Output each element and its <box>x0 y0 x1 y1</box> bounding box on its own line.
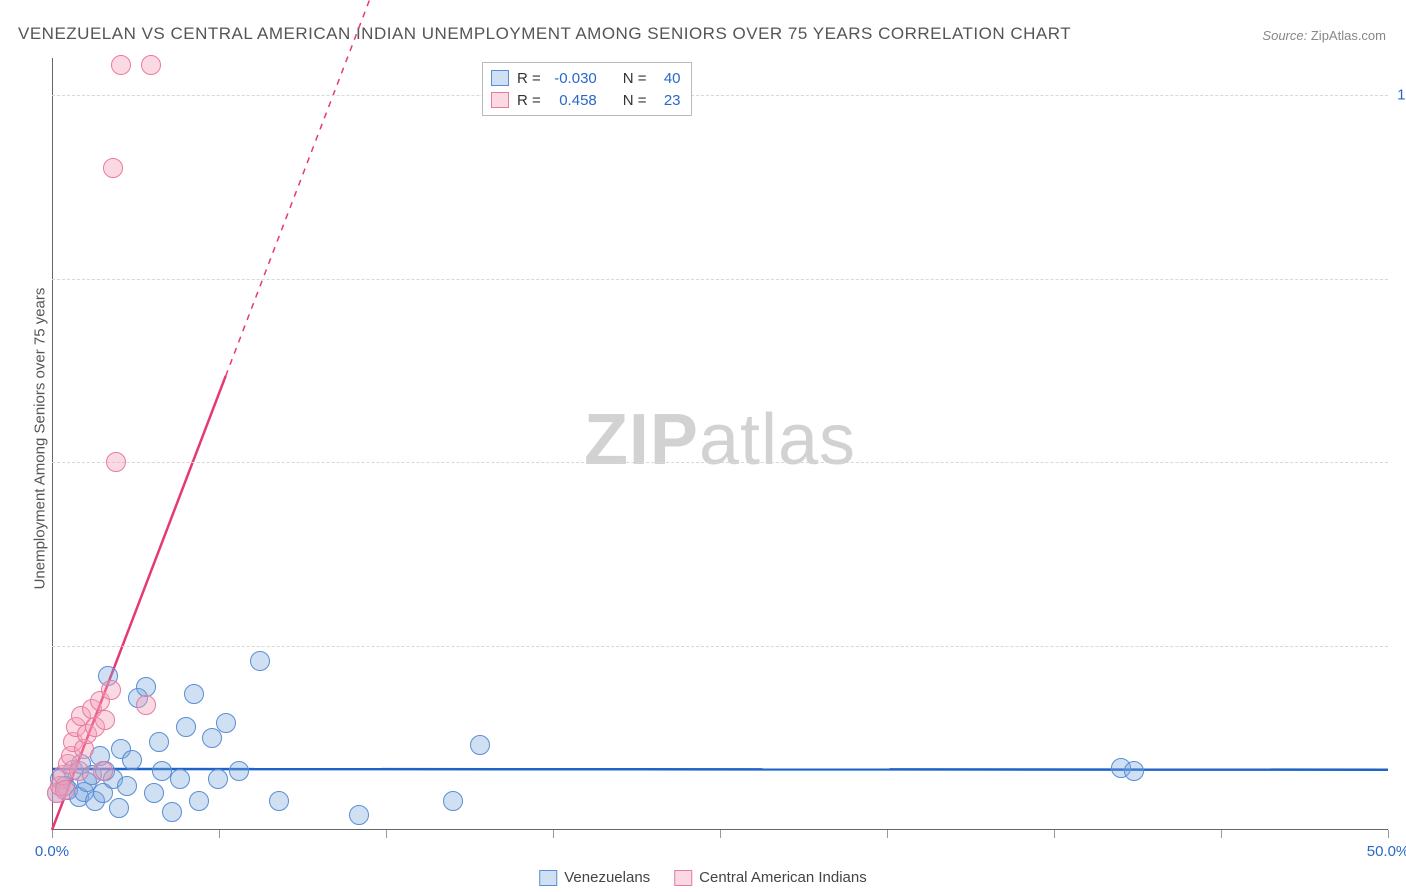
data-point <box>229 761 249 781</box>
x-minor-tick <box>1054 830 1055 838</box>
x-minor-tick <box>720 830 721 838</box>
legend-label: Central American Indians <box>699 869 867 886</box>
data-point <box>269 791 289 811</box>
data-point <box>109 798 129 818</box>
source-value: ZipAtlas.com <box>1311 28 1386 43</box>
gridline-horizontal <box>52 646 1388 647</box>
data-point <box>216 713 236 733</box>
chart-plot-area: ZIPatlas 25.0%50.0%75.0%100.0%0.0%50.0%R… <box>52 58 1388 830</box>
n-value: 23 <box>655 92 681 109</box>
legend-swatch <box>674 870 692 886</box>
n-value: 40 <box>655 70 681 87</box>
source-citation: Source: ZipAtlas.com <box>1262 28 1386 43</box>
data-point <box>149 732 169 752</box>
y-axis-line <box>52 58 53 830</box>
x-minor-tick <box>52 830 53 838</box>
gridline-horizontal <box>52 95 1388 96</box>
source-label: Source: <box>1262 28 1307 43</box>
y-tick-label: 50.0% <box>1393 454 1406 471</box>
data-point <box>55 780 75 800</box>
legend-swatch <box>539 870 557 886</box>
data-point <box>136 677 156 697</box>
legend-item: Central American Indians <box>674 869 867 886</box>
y-tick-label: 100.0% <box>1393 86 1406 103</box>
n-label: N = <box>623 92 647 109</box>
data-point <box>136 695 156 715</box>
r-value: -0.030 <box>549 70 597 87</box>
data-point <box>470 735 490 755</box>
watermark: ZIPatlas <box>584 399 856 481</box>
trend-lines-layer <box>52 58 1388 830</box>
x-minor-tick <box>1388 830 1389 838</box>
x-minor-tick <box>386 830 387 838</box>
series-legend: Venezuelans Central American Indians <box>539 869 867 886</box>
y-axis-label: Unemployment Among Seniors over 75 years <box>32 239 49 639</box>
r-label: R = <box>517 92 541 109</box>
data-point <box>69 761 89 781</box>
x-tick-label: 50.0% <box>1367 843 1406 860</box>
data-point <box>176 717 196 737</box>
x-tick-label: 0.0% <box>35 843 69 860</box>
data-point <box>443 791 463 811</box>
data-point <box>189 791 209 811</box>
data-point <box>184 684 204 704</box>
x-minor-tick <box>1221 830 1222 838</box>
data-point <box>349 805 369 825</box>
x-minor-tick <box>219 830 220 838</box>
x-minor-tick <box>887 830 888 838</box>
n-label: N = <box>623 70 647 87</box>
data-point <box>117 776 137 796</box>
chart-title: VENEZUELAN VS CENTRAL AMERICAN INDIAN UN… <box>18 24 1071 44</box>
r-label: R = <box>517 70 541 87</box>
data-point <box>122 750 142 770</box>
data-point <box>111 55 131 75</box>
data-point <box>250 651 270 671</box>
gridline-horizontal <box>52 279 1388 280</box>
data-point <box>1124 761 1144 781</box>
data-point <box>95 710 115 730</box>
data-point <box>141 55 161 75</box>
data-point <box>152 761 172 781</box>
legend-label: Venezuelans <box>564 869 650 886</box>
x-minor-tick <box>553 830 554 838</box>
y-tick-label: 25.0% <box>1393 638 1406 655</box>
data-point <box>170 769 190 789</box>
legend-swatch <box>491 70 509 86</box>
gridline-horizontal <box>52 462 1388 463</box>
correlation-legend-row: R = 0.458 N = 23 <box>491 89 681 111</box>
data-point <box>103 158 123 178</box>
data-point <box>144 783 164 803</box>
correlation-legend-row: R = -0.030 N = 40 <box>491 67 681 89</box>
watermark-bold: ZIP <box>584 400 699 480</box>
data-point <box>162 802 182 822</box>
data-point <box>208 769 228 789</box>
y-tick-label: 75.0% <box>1393 270 1406 287</box>
data-point <box>106 452 126 472</box>
legend-swatch <box>491 92 509 108</box>
legend-item: Venezuelans <box>539 869 650 886</box>
data-point <box>101 680 121 700</box>
correlation-legend: R = -0.030 N = 40 R = 0.458 N = 23 <box>482 62 692 116</box>
watermark-rest: atlas <box>699 400 856 480</box>
r-value: 0.458 <box>549 92 597 109</box>
data-point <box>93 761 113 781</box>
